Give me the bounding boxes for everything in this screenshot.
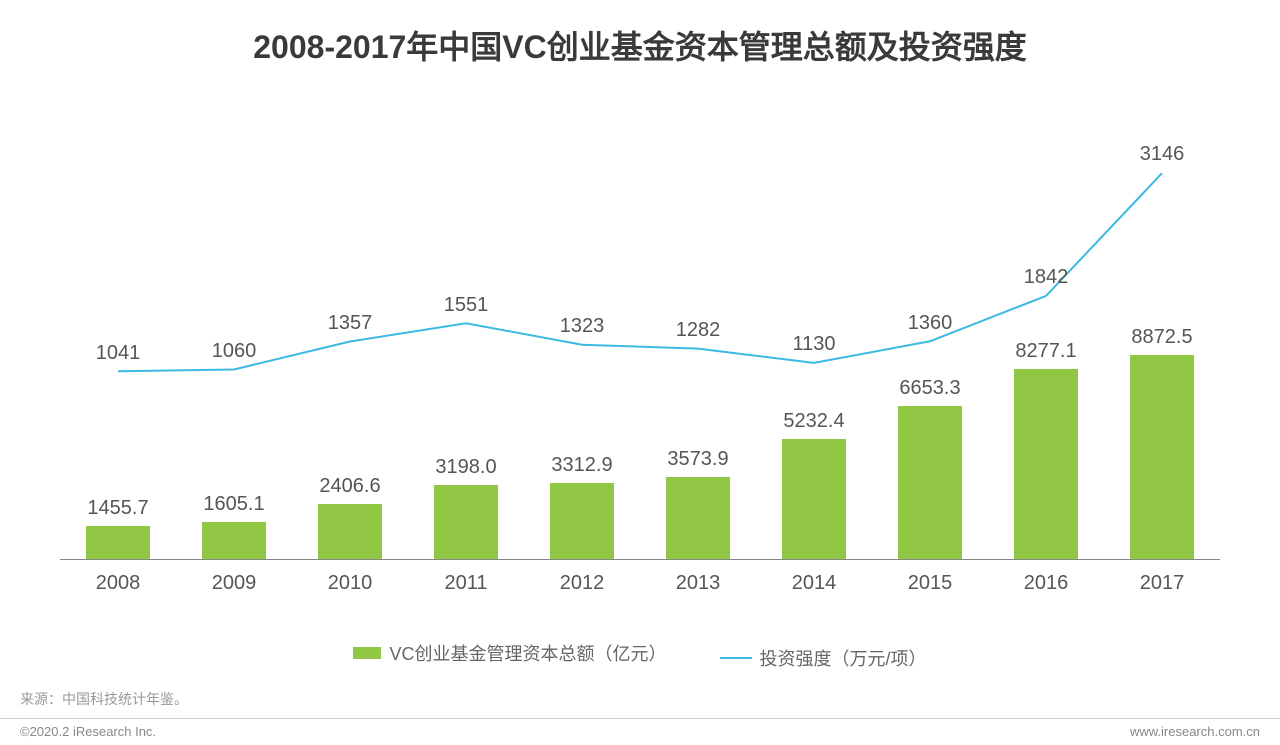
bar [202, 522, 266, 559]
bar-swatch-icon [353, 647, 381, 659]
legend-line-item: 投资强度（万元/项） [720, 645, 927, 671]
line-value-label: 1041 [68, 342, 168, 365]
plot-region: 1455.71605.12406.63198.03312.93573.9 5232… [60, 100, 1220, 560]
line-value-label: 1360 [880, 312, 980, 335]
source-prefix: 来源： [20, 691, 62, 707]
x-axis-label: 2013 [648, 572, 748, 595]
line-value-label: 1130 [764, 333, 864, 356]
legend-line-label: 投资强度（万元/项） [760, 645, 927, 671]
legend-bar-item: VC创业基金管理资本总额（亿元） [353, 640, 666, 666]
bar [666, 477, 730, 559]
chart-area: 1455.71605.12406.63198.03312.93573.9 5232… [60, 100, 1220, 600]
bar [318, 504, 382, 559]
x-axis-label: 2017 [1112, 572, 1212, 595]
chart-title: 2008-2017年中国VC创业基金资本管理总额及投资强度 [0, 0, 1280, 68]
bar [782, 439, 846, 559]
bar-value-label: 3198.0 [406, 456, 526, 479]
bar-value-label: 2406.6 [290, 475, 410, 498]
x-axis-label: 2015 [880, 572, 980, 595]
x-axis-label: 2010 [300, 572, 400, 595]
x-axis-label: 2012 [532, 572, 632, 595]
bar-value-label: 8872.5 [1102, 326, 1222, 349]
bar-value-label: 1455.7 [58, 497, 178, 520]
bar [434, 485, 498, 559]
line-value-label: 1842 [996, 266, 1096, 289]
site-url: www.iresearch.com.cn [1130, 724, 1260, 739]
bar-value-label: 6653.3 [870, 377, 990, 400]
line-value-label: 1357 [300, 312, 400, 335]
bar-value-label: 8277.1 [986, 340, 1106, 363]
bar-value-label: 1605.1 [174, 493, 294, 516]
bar [1014, 369, 1078, 559]
bar-value-label: 5232.4 [754, 410, 874, 433]
bar [898, 406, 962, 559]
legend: VC创业基金管理资本总额（亿元） 投资强度（万元/项） [0, 640, 1280, 671]
source-text: 来源：中国科技统计年鉴。 [20, 689, 188, 709]
x-axis-label: 2016 [996, 572, 1096, 595]
bar [550, 483, 614, 559]
source-body: 中国科技统计年鉴。 [62, 691, 188, 707]
footer-divider [0, 718, 1280, 719]
x-axis-label: 2009 [184, 572, 284, 595]
line-value-label: 1282 [648, 319, 748, 342]
x-axis-label: 2014 [764, 572, 864, 595]
legend-bar-label: VC创业基金管理资本总额（亿元） [389, 640, 666, 666]
bar [86, 526, 150, 559]
x-axis-label: 2011 [416, 572, 516, 595]
bar-value-label: 3573.9 [638, 448, 758, 471]
bar [1130, 355, 1194, 559]
line-swatch-icon [720, 657, 752, 659]
line-value-label: 1551 [416, 294, 516, 317]
x-axis-label: 2008 [68, 572, 168, 595]
copyright-text: ©2020.2 iResearch Inc. [20, 724, 156, 739]
line-value-label: 1323 [532, 315, 632, 338]
bar-value-label: 3312.9 [522, 454, 642, 477]
line-value-label: 1060 [184, 340, 284, 363]
line-value-label: 3146 [1112, 143, 1212, 166]
